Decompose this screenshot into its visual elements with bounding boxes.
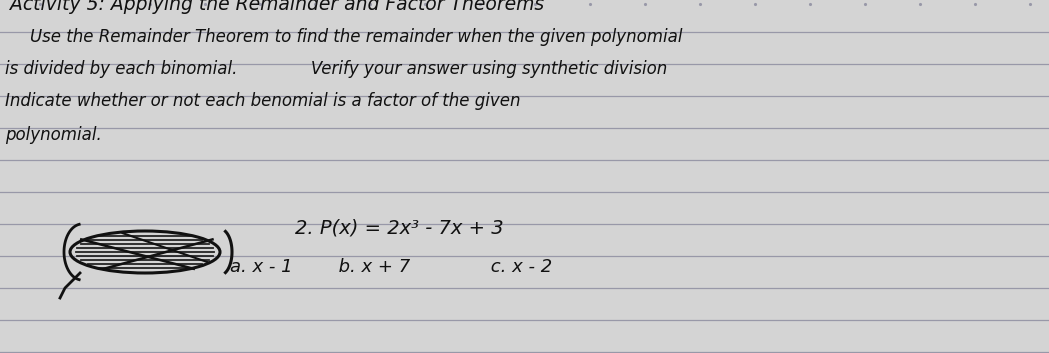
Text: 2. P(x) = 2x³ - 7x + 3: 2. P(x) = 2x³ - 7x + 3 [295,219,504,238]
Text: Activity 5: Applying the Remainder and Factor Theorems: Activity 5: Applying the Remainder and F… [10,0,544,14]
Text: Indicate whether or not each benomial is a factor of the given: Indicate whether or not each benomial is… [5,92,520,110]
Text: is divided by each binomial.              Verify your answer using synthetic div: is divided by each binomial. Verify your… [5,60,667,78]
Text: polynomial.: polynomial. [5,126,102,144]
Text: Use the Remainder Theorem to find the remainder when the given polynomial: Use the Remainder Theorem to find the re… [30,28,683,46]
Text: a. x - 1        b. x + 7              c. x - 2: a. x - 1 b. x + 7 c. x - 2 [230,258,552,276]
